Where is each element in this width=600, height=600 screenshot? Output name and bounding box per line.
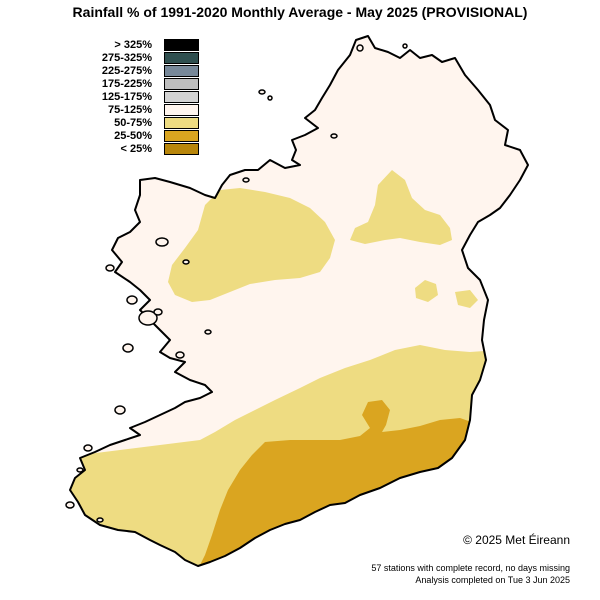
island bbox=[175, 351, 185, 359]
legend-label: 275-325% bbox=[101, 52, 152, 64]
legend-label: < 25% bbox=[120, 143, 153, 155]
island bbox=[105, 264, 115, 272]
zone-50-75-west bbox=[168, 188, 335, 302]
legend-label: > 325% bbox=[114, 39, 152, 51]
island bbox=[258, 89, 266, 95]
legend-label: 125-175% bbox=[101, 91, 152, 103]
island bbox=[204, 329, 212, 335]
islands bbox=[65, 43, 408, 523]
zone-50-75-east bbox=[455, 290, 478, 308]
map-title: Rainfall % of 1991-2020 Monthly Average … bbox=[72, 4, 528, 20]
legend-item: 125-175% bbox=[92, 91, 202, 104]
island bbox=[122, 343, 134, 353]
legend-label: 225-275% bbox=[101, 65, 152, 77]
island bbox=[356, 44, 364, 52]
legend-swatch bbox=[164, 52, 199, 64]
legend: > 325% 275-325% 225-275% 175-225% 125-175% 75… bbox=[92, 39, 202, 156]
legend-swatch bbox=[164, 104, 199, 116]
legend-item: 225-275% bbox=[92, 65, 202, 78]
stations-note: 57 stations with complete record, no day… bbox=[371, 563, 570, 573]
legend-item: 75-125% bbox=[92, 104, 202, 117]
legend-item: 275-325% bbox=[92, 52, 202, 65]
coastline bbox=[69, 35, 529, 567]
legend-item: 25-50% bbox=[92, 130, 202, 143]
legend-item: > 325% bbox=[92, 39, 202, 52]
island bbox=[182, 259, 190, 265]
zone-50-75-north bbox=[350, 170, 452, 245]
legend-label: 50-75% bbox=[114, 117, 152, 129]
legend-item: 175-225% bbox=[92, 78, 202, 91]
legend-swatch bbox=[164, 78, 199, 90]
island bbox=[402, 43, 408, 49]
legend-swatch bbox=[164, 39, 199, 51]
island bbox=[153, 308, 163, 316]
island bbox=[83, 444, 93, 452]
analysis-note: Analysis completed on Tue 3 Jun 2025 bbox=[415, 575, 570, 585]
legend-label: 75-125% bbox=[107, 104, 152, 116]
legend-label: 175-225% bbox=[101, 78, 152, 90]
legend-swatch bbox=[164, 91, 199, 103]
island bbox=[155, 237, 169, 247]
zone-50-75-midlands bbox=[415, 280, 438, 302]
legend-swatch bbox=[164, 117, 199, 129]
island bbox=[330, 133, 338, 139]
legend-swatch bbox=[164, 130, 199, 142]
legend-item: < 25% bbox=[92, 143, 202, 156]
legend-item: 50-75% bbox=[92, 117, 202, 130]
legend-swatch bbox=[164, 65, 199, 77]
legend-swatch bbox=[164, 143, 199, 155]
island bbox=[126, 295, 138, 305]
island bbox=[76, 467, 84, 473]
island bbox=[96, 517, 104, 523]
island bbox=[114, 405, 126, 415]
island bbox=[65, 501, 75, 509]
legend-label: 25-50% bbox=[114, 130, 152, 142]
island bbox=[267, 95, 273, 101]
island bbox=[138, 310, 158, 326]
island bbox=[242, 177, 250, 183]
copyright-text: © 2025 Met Éireann bbox=[463, 533, 570, 547]
